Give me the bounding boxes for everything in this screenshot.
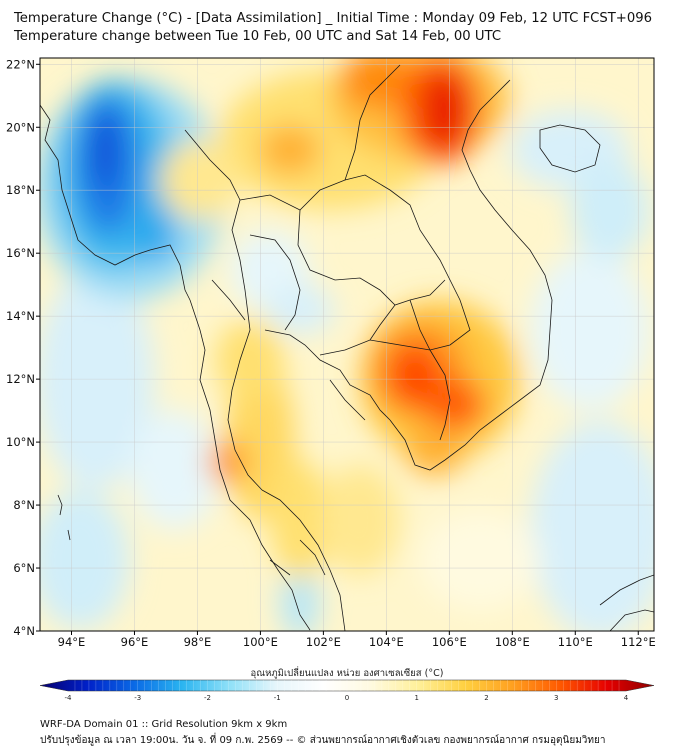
latitude-label: 20°N (6, 120, 35, 134)
longitude-label: 98°E (184, 635, 212, 649)
colorbar-tick-label: 1 (415, 694, 419, 702)
colorbar-tick-label: 3 (554, 694, 558, 702)
latitude-label: 16°N (6, 246, 35, 260)
latitude-label: 22°N (6, 57, 35, 71)
longitude-label: 100°E (243, 635, 278, 649)
latitude-label: 14°N (6, 309, 35, 323)
colorbar-tick-label: 2 (484, 694, 488, 702)
longitude-label: 112°E (621, 635, 656, 649)
map-title: Temperature Change (°C) - [Data Assimila… (14, 11, 653, 26)
longitude-label: 106°E (432, 635, 467, 649)
longitude-label: 96°E (121, 635, 149, 649)
colorbar-tick-label: 0 (345, 694, 349, 702)
model-info: WRF-DA Domain 01 :: Grid Resolution 9km … (40, 719, 288, 730)
colorbar: -4 -3 -2 -1 0 1 2 3 4 (39, 679, 655, 702)
longitude-label: 104°E (369, 635, 404, 649)
longitude-label: 110°E (558, 635, 593, 649)
graticule (40, 58, 654, 631)
update-credit: ปรับปรุงข้อมูล ณ เวลา 19:00น. วัน จ. ที่… (40, 735, 606, 746)
latitude-label: 10°N (6, 435, 35, 449)
longitude-label: 108°E (495, 635, 530, 649)
latitude-label: 4°N (13, 624, 35, 638)
colorbar-tick-label: -1 (274, 694, 281, 702)
longitude-labels: 94°E 96°E 98°E 100°E 102°E 104°E 106°E 108°E 110… (58, 631, 656, 649)
latitude-label: 8°N (13, 498, 35, 512)
temperature-field (40, 58, 654, 631)
longitude-label: 102°E (306, 635, 341, 649)
latitude-labels: 22°N 20°N 18°N 16°N 14°N 12°N 10°N 8°N 6°N 4°N (6, 57, 40, 638)
latitude-label: 6°N (13, 561, 35, 575)
colorbar-tick-label: 4 (624, 694, 629, 702)
latitude-label: 18°N (6, 183, 35, 197)
colorbar-tick-label: -3 (134, 694, 141, 702)
coastlines-and-borders (40, 64, 654, 631)
colorbar-tick-label: -2 (204, 694, 211, 702)
map-subtitle: Temperature change between Tue 10 Feb, 0… (14, 29, 502, 44)
map-frame (39, 57, 655, 632)
colorbar-tick-label: -4 (65, 694, 73, 702)
colorbar-ticks: -4 -3 -2 -1 0 1 2 3 4 (65, 694, 629, 702)
longitude-label: 94°E (58, 635, 86, 649)
latitude-label: 12°N (6, 372, 35, 386)
colorbar-label: อุณหภูมิเปลี่ยนแปลง หน่วย องศาเซลเซียส (… (251, 666, 444, 679)
